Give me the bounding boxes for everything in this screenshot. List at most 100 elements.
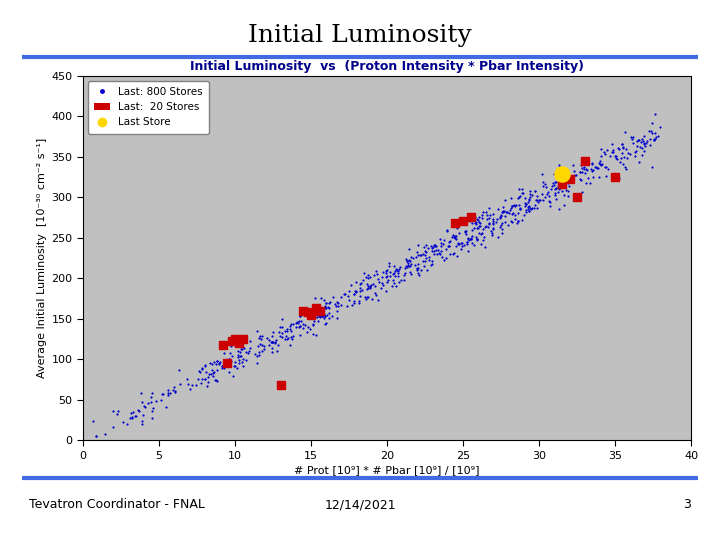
Last: 800 Stores: (25.2, 255): 800 Stores: (25.2, 255) xyxy=(460,229,472,238)
Last: 800 Stores: (17.9, 183): 800 Stores: (17.9, 183) xyxy=(350,287,361,296)
Last: 800 Stores: (35, 351): 800 Stores: (35, 351) xyxy=(610,151,621,160)
Last: 800 Stores: (12.6, 121): 800 Stores: (12.6, 121) xyxy=(269,338,281,347)
Last: 800 Stores: (33.1, 333): 800 Stores: (33.1, 333) xyxy=(581,166,593,175)
Last: 800 Stores: (37.6, 370): 800 Stores: (37.6, 370) xyxy=(649,136,660,144)
Last: 800 Stores: (24, 240): 800 Stores: (24, 240) xyxy=(443,241,454,250)
Last: 800 Stores: (18.7, 204): 800 Stores: (18.7, 204) xyxy=(362,271,374,279)
Last: 800 Stores: (24.1, 239): 800 Stores: (24.1, 239) xyxy=(443,242,454,251)
Last: 800 Stores: (17.7, 191): 800 Stores: (17.7, 191) xyxy=(346,281,357,289)
Last: 800 Stores: (31.3, 311): 800 Stores: (31.3, 311) xyxy=(553,184,564,193)
Last: 800 Stores: (22.9, 217): 800 Stores: (22.9, 217) xyxy=(426,260,438,268)
Last: 800 Stores: (33, 348): 800 Stores: (33, 348) xyxy=(579,154,590,163)
Last: 800 Stores: (34, 344): 800 Stores: (34, 344) xyxy=(594,157,606,166)
Last: 800 Stores: (17.2, 180): 800 Stores: (17.2, 180) xyxy=(338,290,349,299)
Last: 800 Stores: (30.9, 318): 800 Stores: (30.9, 318) xyxy=(547,178,559,187)
Last: 800 Stores: (31.4, 311): 800 Stores: (31.4, 311) xyxy=(554,184,566,192)
Last: 800 Stores: (9.13, 91.6): 800 Stores: (9.13, 91.6) xyxy=(216,362,228,370)
Last: 800 Stores: (15.5, 154): 800 Stores: (15.5, 154) xyxy=(313,311,325,320)
Last: 800 Stores: (21.6, 218): 800 Stores: (21.6, 218) xyxy=(405,260,417,268)
Last: 800 Stores: (8.26, 77.4): 800 Stores: (8.26, 77.4) xyxy=(202,373,214,382)
Last: 800 Stores: (8.84, 73.2): 800 Stores: (8.84, 73.2) xyxy=(212,376,223,385)
Last: 800 Stores: (29.4, 297): 800 Stores: (29.4, 297) xyxy=(523,195,535,204)
Last: 800 Stores: (25.3, 248): 800 Stores: (25.3, 248) xyxy=(462,234,474,243)
Last: 800 Stores: (8.54, 79): 800 Stores: (8.54, 79) xyxy=(207,372,218,381)
Last: 800 Stores: (18.7, 191): 800 Stores: (18.7, 191) xyxy=(361,281,373,290)
Text: 12/14/2021: 12/14/2021 xyxy=(324,498,396,511)
Last: 800 Stores: (18.6, 177): 800 Stores: (18.6, 177) xyxy=(359,292,371,301)
Last: 800 Stores: (33.9, 342): 800 Stores: (33.9, 342) xyxy=(593,159,605,167)
Last: 800 Stores: (13.3, 129): 800 Stores: (13.3, 129) xyxy=(280,332,292,340)
Last: 800 Stores: (34.9, 356): 800 Stores: (34.9, 356) xyxy=(608,148,619,157)
Last: 800 Stores: (7.61, 84.8): 800 Stores: (7.61, 84.8) xyxy=(193,367,204,376)
Last: 800 Stores: (4.52, 35.9): 800 Stores: (4.52, 35.9) xyxy=(146,407,158,415)
Last: 800 Stores: (28.9, 310): 800 Stores: (28.9, 310) xyxy=(516,185,528,194)
Last: 800 Stores: (17.5, 173): 800 Stores: (17.5, 173) xyxy=(343,296,355,305)
Last: 800 Stores: (13.6, 137): 800 Stores: (13.6, 137) xyxy=(284,325,296,334)
Last: 800 Stores: (23.1, 229): 800 Stores: (23.1, 229) xyxy=(428,250,440,259)
Last: 800 Stores: (10.5, 96.9): 800 Stores: (10.5, 96.9) xyxy=(237,357,248,366)
Last: 800 Stores: (29.8, 296): 800 Stores: (29.8, 296) xyxy=(530,195,541,204)
Last: 800 Stores: (24.5, 249): 800 Stores: (24.5, 249) xyxy=(449,234,461,242)
Last: 800 Stores: (10.3, 120): 800 Stores: (10.3, 120) xyxy=(233,339,245,348)
Last: 800 Stores: (9.59, 100): 800 Stores: (9.59, 100) xyxy=(222,355,234,363)
Last: 800 Stores: (17.2, 180): 800 Stores: (17.2, 180) xyxy=(339,289,351,298)
Last: 800 Stores: (25.1, 257): 800 Stores: (25.1, 257) xyxy=(459,228,470,237)
Last: 800 Stores: (12.4, 121): 800 Stores: (12.4, 121) xyxy=(265,338,276,347)
Last: 800 Stores: (18.7, 192): 800 Stores: (18.7, 192) xyxy=(361,280,373,289)
Last: 800 Stores: (14.5, 143): 800 Stores: (14.5, 143) xyxy=(297,320,309,328)
Last: 800 Stores: (15.9, 144): 800 Stores: (15.9, 144) xyxy=(319,319,330,328)
Last: 800 Stores: (13.7, 135): 800 Stores: (13.7, 135) xyxy=(286,327,297,335)
Last: 800 Stores: (24.1, 246): 800 Stores: (24.1, 246) xyxy=(444,236,456,245)
Last:  20 Stores: (10, 125): 20 Stores: (10, 125) xyxy=(229,334,240,343)
Last: 800 Stores: (25.9, 273): 800 Stores: (25.9, 273) xyxy=(471,215,482,224)
Last: 800 Stores: (36.5, 364): 800 Stores: (36.5, 364) xyxy=(631,141,643,150)
Last: 800 Stores: (15.3, 158): 800 Stores: (15.3, 158) xyxy=(310,308,321,317)
Last: 800 Stores: (35.4, 354): 800 Stores: (35.4, 354) xyxy=(616,149,627,158)
Last: 800 Stores: (12.6, 120): 800 Stores: (12.6, 120) xyxy=(269,339,281,347)
Last: 800 Stores: (14.9, 154): 800 Stores: (14.9, 154) xyxy=(304,311,315,320)
Last: 800 Stores: (31.3, 310): 800 Stores: (31.3, 310) xyxy=(553,185,564,194)
Last: 800 Stores: (15.9, 153): 800 Stores: (15.9, 153) xyxy=(320,312,331,321)
Last: 800 Stores: (27.5, 255): 800 Stores: (27.5, 255) xyxy=(496,229,508,238)
Last: 800 Stores: (25.3, 234): 800 Stores: (25.3, 234) xyxy=(462,247,474,255)
Last: 800 Stores: (26.1, 269): 800 Stores: (26.1, 269) xyxy=(474,218,485,227)
Last: 800 Stores: (17.9, 183): 800 Stores: (17.9, 183) xyxy=(350,287,361,296)
Last: 800 Stores: (35.8, 348): 800 Stores: (35.8, 348) xyxy=(621,154,633,163)
Last: 800 Stores: (15.7, 161): 800 Stores: (15.7, 161) xyxy=(316,306,328,314)
Last: 800 Stores: (5.99, 65.3): 800 Stores: (5.99, 65.3) xyxy=(168,383,180,391)
Last: 800 Stores: (29.1, 293): 800 Stores: (29.1, 293) xyxy=(519,198,531,207)
Last: 800 Stores: (28.8, 285): 800 Stores: (28.8, 285) xyxy=(514,205,526,213)
Last: 800 Stores: (29.3, 295): 800 Stores: (29.3, 295) xyxy=(523,197,534,206)
Last: 800 Stores: (28.2, 269): 800 Stores: (28.2, 269) xyxy=(507,218,518,227)
Last: 800 Stores: (27.7, 297): 800 Stores: (27.7, 297) xyxy=(499,195,510,204)
Last: 800 Stores: (31.1, 305): 800 Stores: (31.1, 305) xyxy=(549,188,561,197)
Last: 800 Stores: (12.7, 110): 800 Stores: (12.7, 110) xyxy=(271,347,282,355)
Last: 800 Stores: (22, 210): 800 Stores: (22, 210) xyxy=(411,266,423,274)
Last: 800 Stores: (13.3, 134): 800 Stores: (13.3, 134) xyxy=(280,327,292,336)
Last: 800 Stores: (31.8, 317): 800 Stores: (31.8, 317) xyxy=(561,179,572,187)
Text: 3: 3 xyxy=(683,498,691,511)
Last: 800 Stores: (10.6, 113): 800 Stores: (10.6, 113) xyxy=(238,344,249,353)
Last: 800 Stores: (24.5, 252): 800 Stores: (24.5, 252) xyxy=(450,232,462,240)
Last: 800 Stores: (31.2, 314): 800 Stores: (31.2, 314) xyxy=(552,181,564,190)
Last: 800 Stores: (28, 280): 800 Stores: (28, 280) xyxy=(503,209,515,218)
Last: 800 Stores: (30.7, 296): 800 Stores: (30.7, 296) xyxy=(544,197,555,205)
Last: 800 Stores: (36.5, 371): 800 Stores: (36.5, 371) xyxy=(632,136,644,144)
Last: 800 Stores: (31.9, 301): 800 Stores: (31.9, 301) xyxy=(562,192,574,200)
Last: 800 Stores: (9.13, 89.5): 800 Stores: (9.13, 89.5) xyxy=(216,363,228,372)
Last: 800 Stores: (18.4, 186): 800 Stores: (18.4, 186) xyxy=(356,285,368,294)
Last: 800 Stores: (20.5, 193): 800 Stores: (20.5, 193) xyxy=(389,279,400,288)
Last: 800 Stores: (33.9, 325): 800 Stores: (33.9, 325) xyxy=(593,172,605,181)
Last: 800 Stores: (24.8, 242): 800 Stores: (24.8, 242) xyxy=(454,239,465,248)
Last: 800 Stores: (13.7, 128): 800 Stores: (13.7, 128) xyxy=(286,332,297,341)
Last: 800 Stores: (21.2, 224): 800 Stores: (21.2, 224) xyxy=(400,255,411,264)
Last: 800 Stores: (21.1, 204): 800 Stores: (21.1, 204) xyxy=(398,271,410,279)
Last: 800 Stores: (21.5, 215): 800 Stores: (21.5, 215) xyxy=(405,262,416,271)
Last: 800 Stores: (27.4, 263): 800 Stores: (27.4, 263) xyxy=(494,222,505,231)
Last: 800 Stores: (34.6, 335): 800 Stores: (34.6, 335) xyxy=(603,164,614,173)
Last: 800 Stores: (33.1, 335): 800 Stores: (33.1, 335) xyxy=(580,164,592,173)
Last: 800 Stores: (25.6, 252): 800 Stores: (25.6, 252) xyxy=(466,232,477,241)
Last: 800 Stores: (14.9, 137): 800 Stores: (14.9, 137) xyxy=(304,325,315,334)
Last:  20 Stores: (15, 155): 20 Stores: (15, 155) xyxy=(305,310,317,319)
Last: 800 Stores: (20.7, 202): 800 Stores: (20.7, 202) xyxy=(392,272,403,281)
